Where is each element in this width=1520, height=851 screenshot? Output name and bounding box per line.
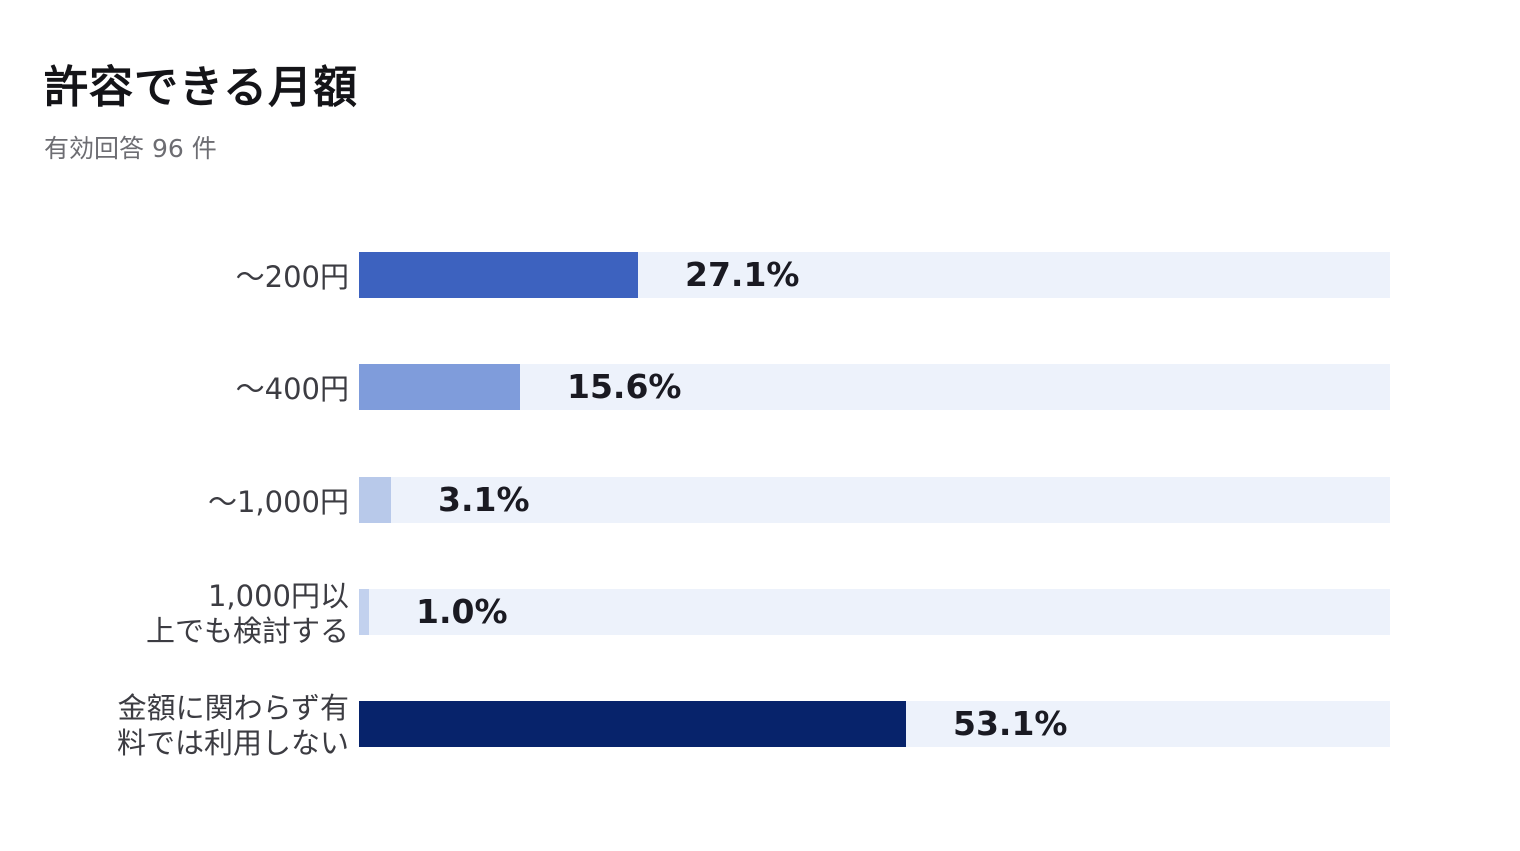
bar xyxy=(359,701,907,747)
category-label: 〜400円 xyxy=(235,372,349,406)
chart-title: 許容できる月額 xyxy=(44,62,359,113)
bar-track xyxy=(359,364,1390,410)
chart-subtitle: 有効回答 96 件 xyxy=(44,134,217,163)
category-label: 〜200円 xyxy=(235,260,349,294)
category-label: 1,000円以 上でも検討する xyxy=(145,579,349,648)
value-label: 27.1% xyxy=(685,255,800,294)
category-label: 金額に関わらず有 料では利用しない xyxy=(116,691,349,760)
category-label: 〜1,000円 xyxy=(207,485,349,519)
value-label: 1.0% xyxy=(416,592,508,631)
value-label: 15.6% xyxy=(567,367,682,406)
bar-track xyxy=(359,589,1390,635)
bar xyxy=(359,364,520,410)
bar xyxy=(359,589,370,635)
value-label: 53.1% xyxy=(953,704,1068,743)
bar-track xyxy=(359,477,1390,523)
bar-track xyxy=(359,701,1390,747)
bar xyxy=(359,477,391,523)
bar-track xyxy=(359,252,1390,298)
bar xyxy=(359,252,639,298)
value-label: 3.1% xyxy=(438,480,530,519)
